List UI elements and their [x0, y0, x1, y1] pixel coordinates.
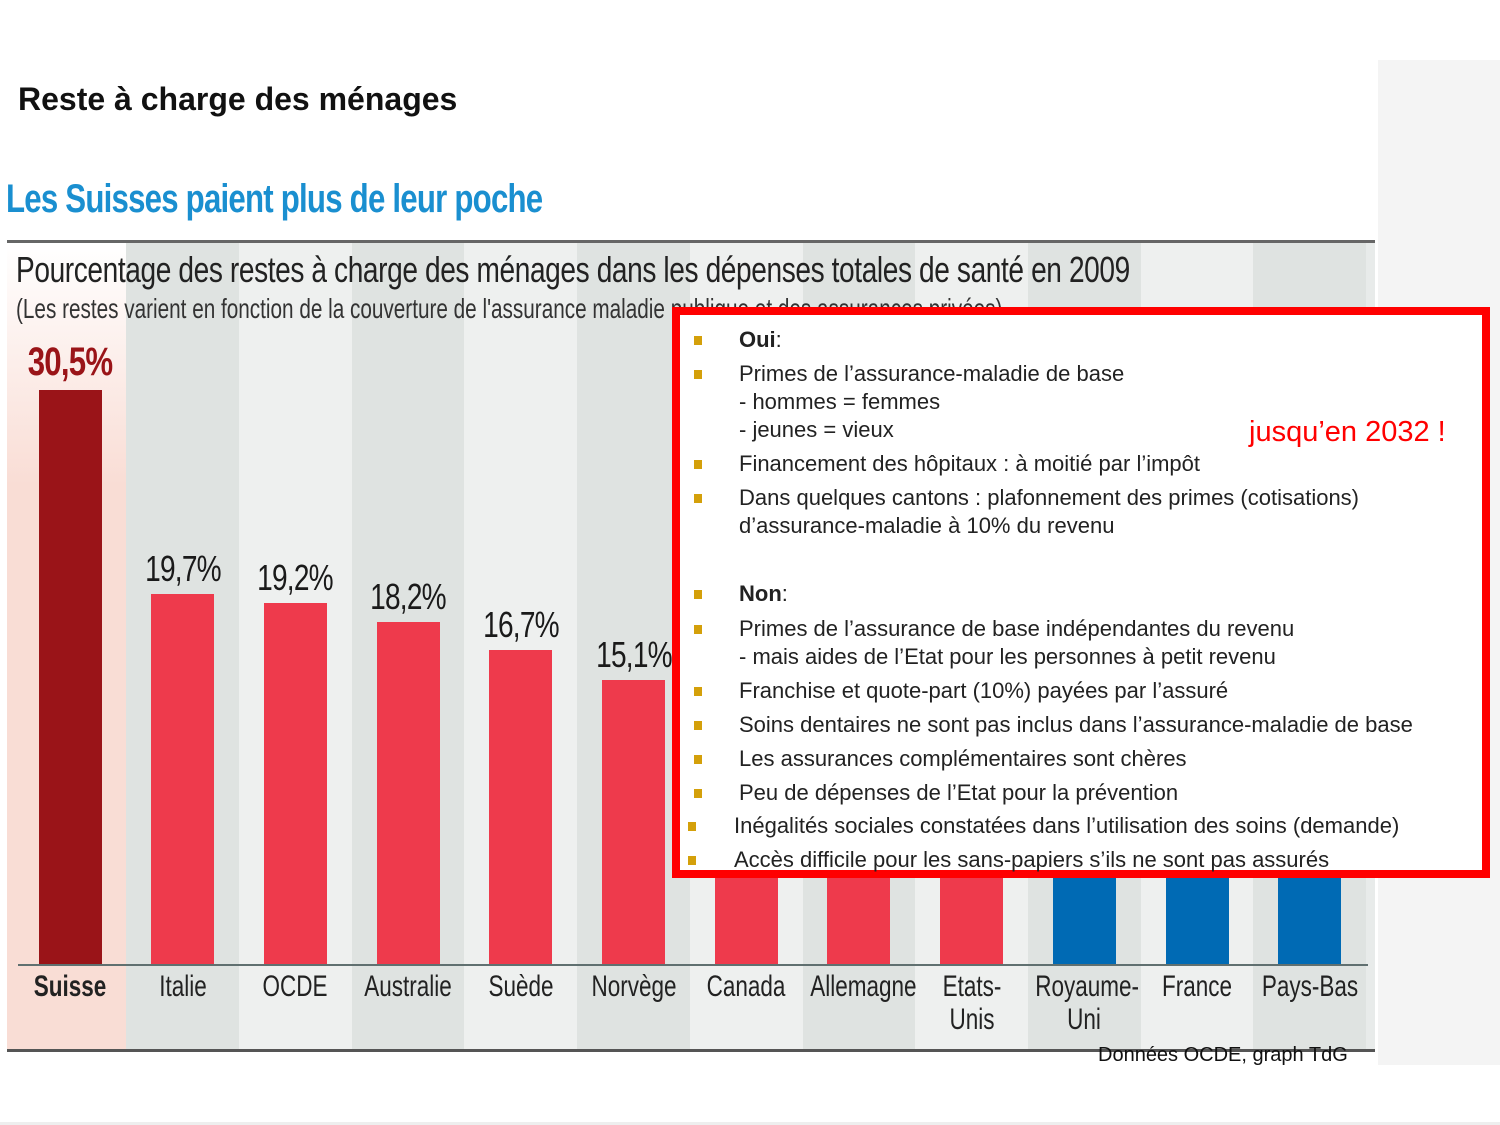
overlay-item: Oui:	[739, 326, 782, 354]
overlay-item-text: Les assurances complémentaires sont chèr…	[739, 746, 1187, 771]
value-label: 15,1%	[595, 634, 673, 676]
bullet-icon	[694, 460, 702, 469]
x-tick-label-line: Unis	[949, 1003, 995, 1036]
bar-norvège	[602, 680, 665, 965]
bullet-icon	[694, 625, 702, 634]
bullet-icon	[694, 494, 702, 503]
bullet-icon	[694, 336, 702, 345]
bar-australie	[376, 621, 440, 965]
overlay-item: Dans quelques cantons : plafonnement des…	[739, 484, 1359, 512]
overlay-item: Accès difficile pour les sans-papiers s’…	[734, 846, 1329, 874]
overlay-item-text: Franchise et quote-part (10%) payées par…	[739, 678, 1229, 703]
x-tick-label-line: Suisse	[33, 970, 107, 1003]
x-tick-label-line: Suède	[488, 970, 554, 1003]
overlay-item: d’assurance-maladie à 10% du revenu	[739, 512, 1114, 540]
overlay-item-text: d’assurance-maladie à 10% du revenu	[739, 513, 1115, 538]
overlay-item-text: Dans quelques cantons : plafonnement des…	[739, 485, 1360, 510]
bullet-icon	[694, 721, 702, 730]
bullet-icon	[694, 755, 702, 764]
headline: Les Suisses paient plus de leur poche	[6, 177, 543, 221]
overlay-note: jusqu’en 2032 !	[1249, 416, 1446, 448]
x-tick-label-line: Italie	[158, 970, 207, 1003]
overlay-item-text: Primes de l’assurance-maladie de base	[739, 361, 1125, 386]
overlay-item: Inégalités sociales constatées dans l’ut…	[734, 812, 1399, 840]
value-label: 19,7%	[144, 547, 222, 589]
x-tick-label-line: Norvège	[590, 970, 677, 1003]
bar-ocde	[263, 603, 327, 965]
bar-italie	[151, 593, 215, 965]
overlay-item-suffix: :	[781, 581, 788, 606]
overlay-item: Primes de l’assurance-maladie de base	[739, 360, 1124, 388]
x-tick-label: Suède	[472, 970, 570, 1003]
x-tick-label-line: France	[1161, 970, 1233, 1003]
overlay-item-text: Primes de l’assurance de base indépendan…	[739, 616, 1295, 641]
overlay-item-text: Peu de dépenses de l’Etat pour la préven…	[739, 780, 1179, 805]
x-axis-line	[18, 964, 1368, 966]
overlay-item-text: - mais aides de l’Etat pour les personne…	[739, 644, 1276, 669]
x-tick-label-line: Etats-	[942, 970, 1001, 1003]
x-tick-label: Italie	[134, 970, 232, 1003]
overlay-item: Soins dentaires ne sont pas inclus dans …	[739, 711, 1413, 739]
overlay-item: Financement des hôpitaux : à moitié par …	[739, 450, 1200, 478]
x-tick-label: Norvège	[585, 970, 683, 1003]
overlay-item-text: Non	[739, 581, 782, 606]
overlay-item-text: Financement des hôpitaux : à moitié par …	[739, 451, 1201, 476]
x-tick-label-line: OCDE	[262, 970, 328, 1003]
overlay-item-text: - hommes = femmes	[739, 389, 941, 414]
value-label: 19,2%	[257, 557, 335, 599]
x-tick-label: Canada	[697, 970, 795, 1003]
value-label: 16,7%	[482, 604, 560, 646]
x-tick-label-line: Royaume-	[1035, 970, 1140, 1003]
bullet-icon	[688, 822, 696, 831]
bottom-divider	[0, 1122, 1500, 1125]
overlay-item-text: Accès difficile pour les sans-papiers s’…	[734, 847, 1330, 872]
chart-source: Données OCDE, graph TdG	[1098, 1046, 1348, 1065]
x-tick-label-line: Uni	[1067, 1003, 1102, 1036]
x-tick-label: Suisse	[21, 970, 119, 1003]
overlay-item-text: Soins dentaires ne sont pas inclus dans …	[739, 712, 1413, 737]
x-tick-label: France	[1148, 970, 1246, 1003]
overlay-item-text: Oui	[739, 327, 776, 352]
bar-suisse	[38, 390, 102, 965]
overlay-item-text: - jeunes = vieux	[739, 417, 894, 442]
x-tick-label-line: Canada	[706, 970, 786, 1003]
value-label: 18,2%	[370, 575, 447, 617]
x-tick-label: Australie	[359, 970, 457, 1003]
x-tick-label-line: Allemagne	[810, 970, 917, 1003]
x-tick-label: Royaume- Uni	[1035, 970, 1140, 1036]
chart-title: Pourcentage des restes à charge des ména…	[16, 249, 1130, 290]
value-label: 30,5%	[27, 340, 113, 384]
x-tick-label-line: Pays-Bas	[1261, 970, 1358, 1003]
x-tick-label: Pays-Bas	[1261, 970, 1359, 1003]
overlay-item: Peu de dépenses de l’Etat pour la préven…	[739, 779, 1178, 807]
overlay-item: Les assurances complémentaires sont chèr…	[739, 745, 1187, 773]
bullet-icon	[694, 687, 702, 696]
x-tick-label: Allemagne	[810, 970, 917, 1003]
overlay-item: - jeunes = vieux	[739, 416, 894, 444]
overlay-item-text: Inégalités sociales constatées dans l’ut…	[734, 813, 1400, 838]
overlay-item-suffix: :	[775, 327, 782, 352]
x-tick-label-line: Australie	[364, 970, 452, 1003]
overlay-item: - hommes = femmes	[739, 388, 940, 416]
overlay-item: Franchise et quote-part (10%) payées par…	[739, 677, 1228, 705]
bullet-icon	[694, 370, 702, 379]
bullet-icon	[694, 590, 702, 599]
overlay-item: - mais aides de l’Etat pour les personne…	[739, 643, 1276, 671]
overlay-box	[672, 307, 1490, 878]
overlay-item: Primes de l’assurance de base indépendan…	[739, 615, 1294, 643]
x-tick-label: OCDE	[247, 970, 345, 1003]
bullet-icon	[694, 789, 702, 798]
slide-title: Reste à charge des ménages	[18, 81, 458, 117]
bullet-icon	[688, 856, 696, 865]
bar-suède	[489, 650, 553, 965]
overlay-item: Non:	[739, 580, 788, 608]
x-tick-label: Etats- Unis	[923, 970, 1021, 1036]
